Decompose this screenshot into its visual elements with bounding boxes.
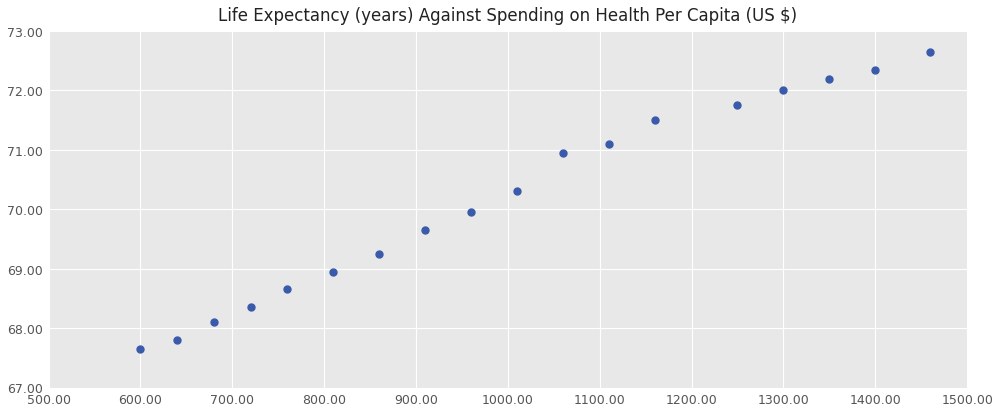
Point: [601, 141, 617, 148]
Title: Life Expectancy (years) Against Spending on Health Per Capita (US $): Life Expectancy (years) Against Spending…: [218, 7, 797, 25]
Point: [169, 337, 185, 344]
Point: [821, 76, 837, 83]
Point: [867, 67, 883, 74]
Point: [647, 118, 663, 124]
Point: [279, 287, 295, 293]
Point: [775, 88, 791, 95]
Point: [243, 304, 259, 311]
Point: [417, 227, 433, 234]
Point: [132, 346, 148, 352]
Point: [555, 150, 571, 157]
Point: [463, 209, 479, 216]
Point: [325, 269, 341, 275]
Point: [371, 251, 387, 258]
Point: [922, 50, 938, 56]
Point: [729, 103, 745, 109]
Point: [206, 319, 222, 326]
Point: [509, 189, 525, 195]
